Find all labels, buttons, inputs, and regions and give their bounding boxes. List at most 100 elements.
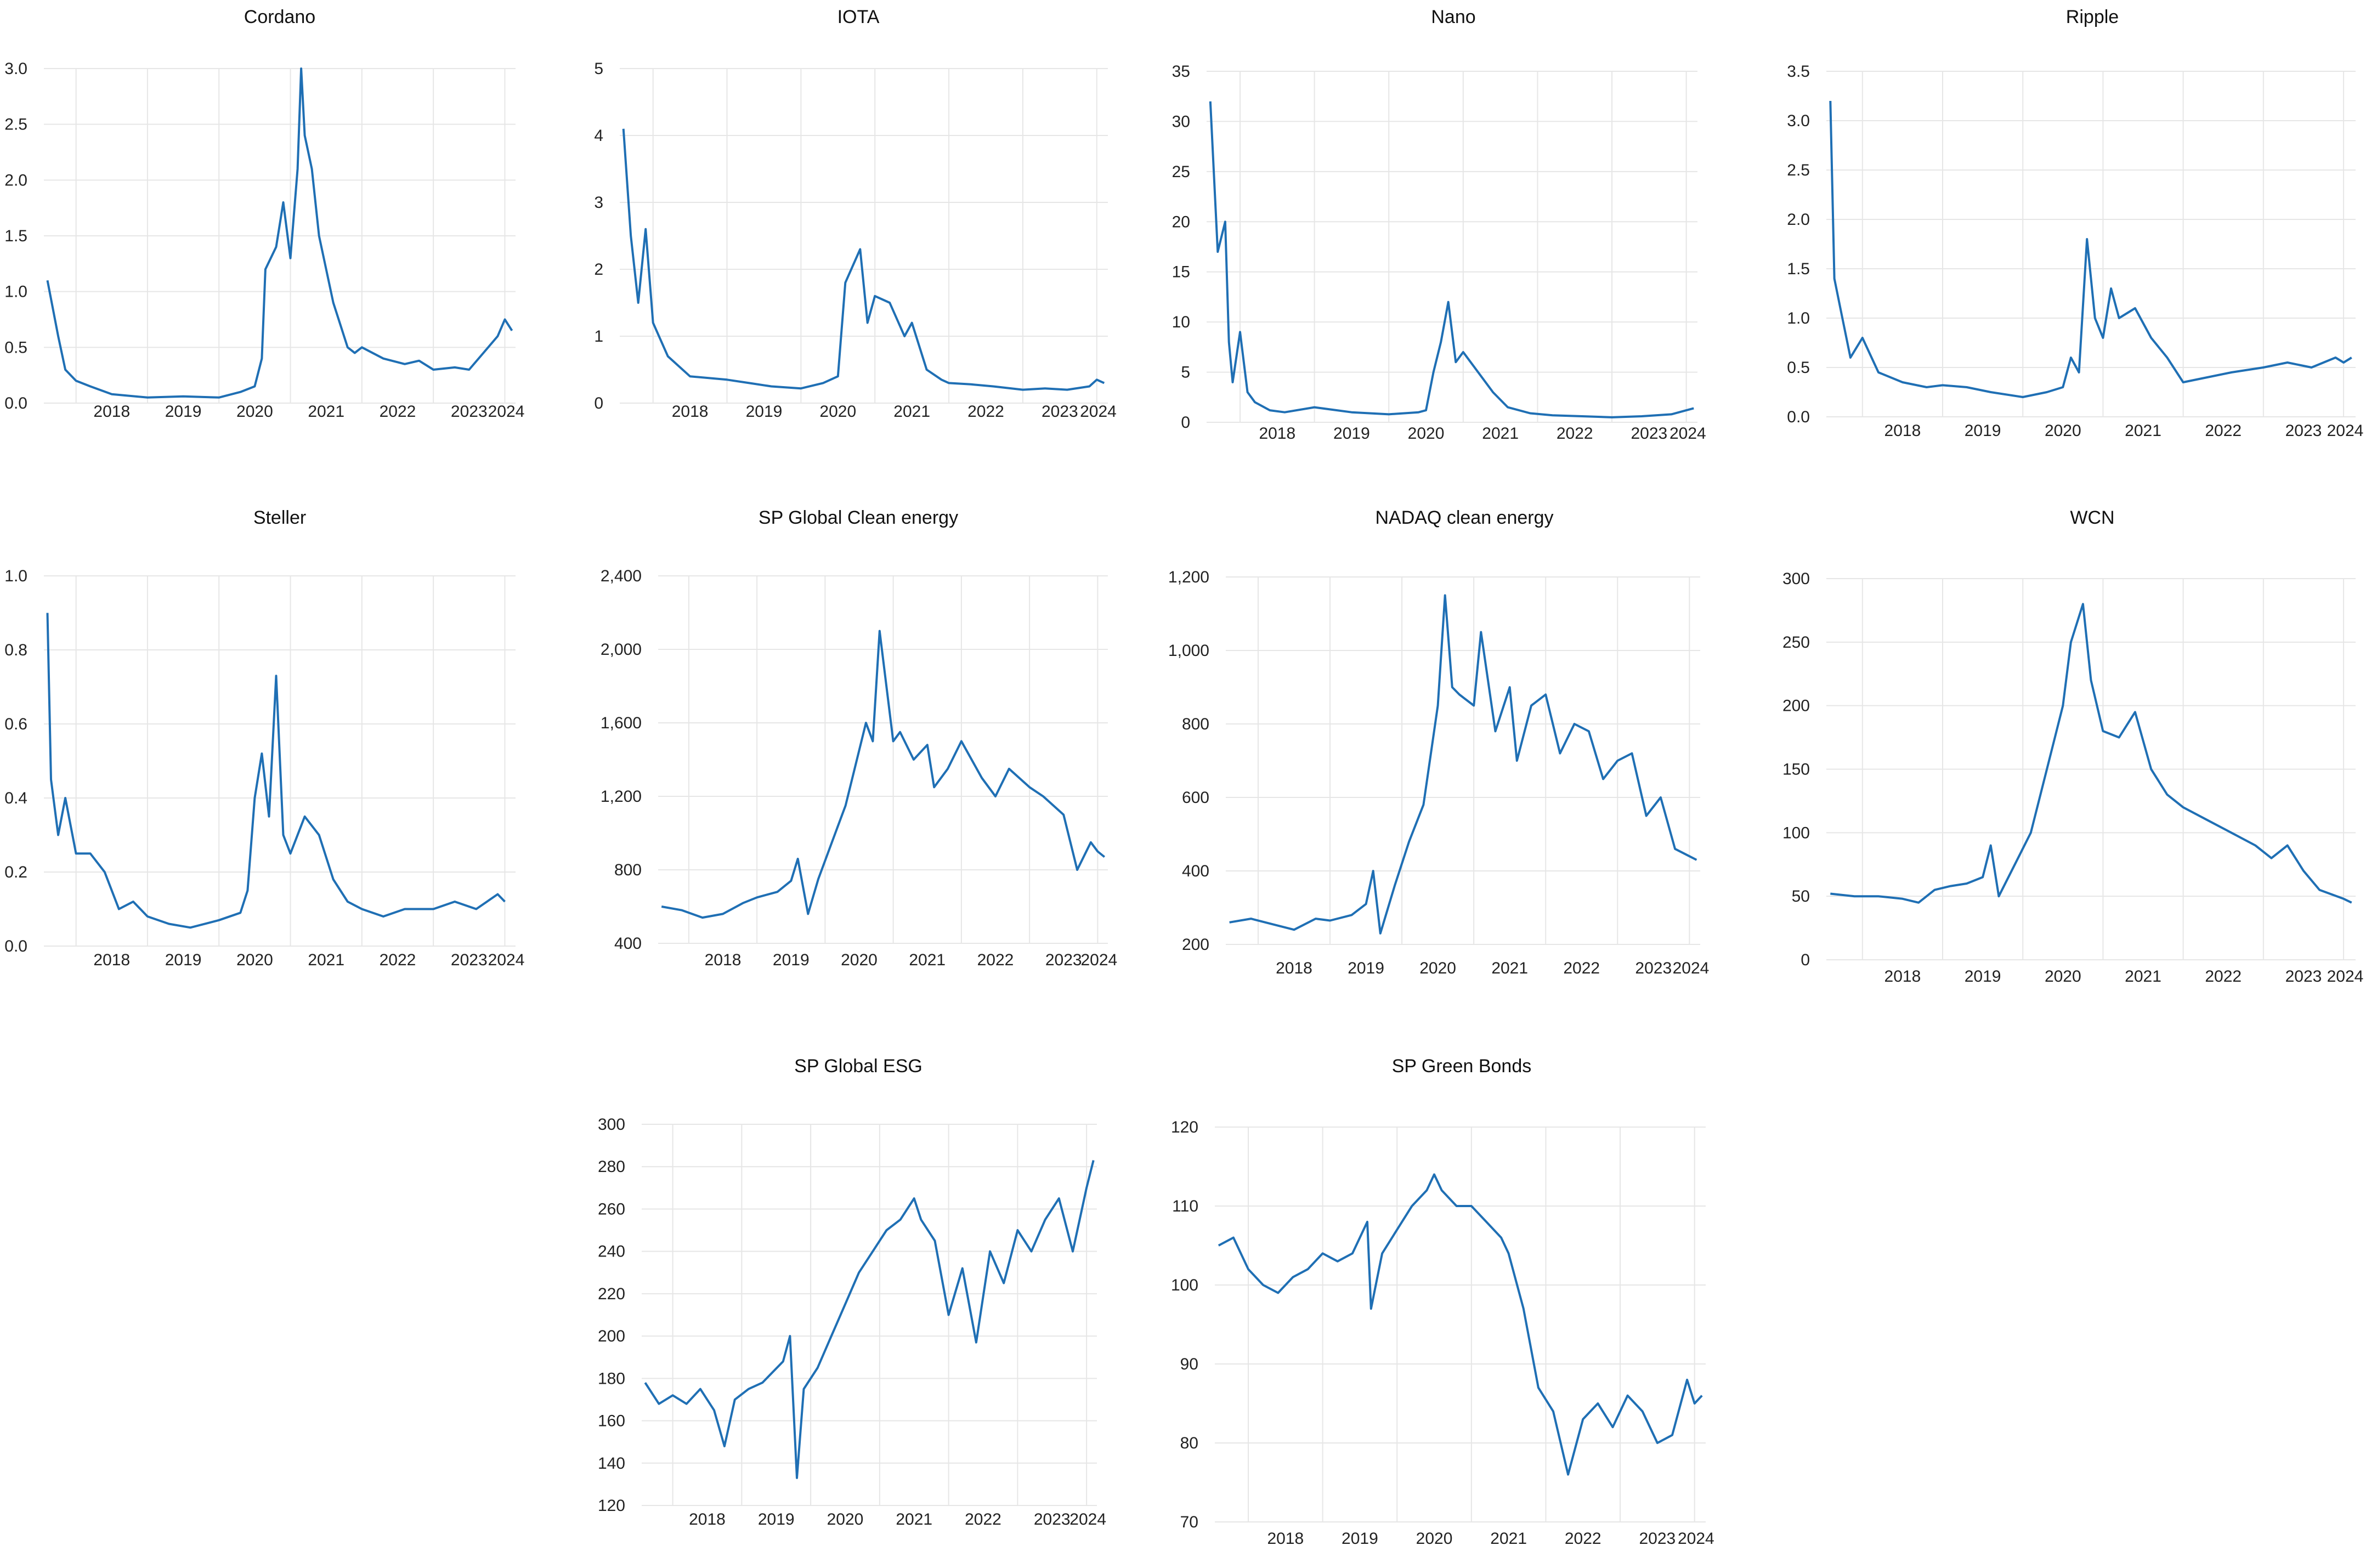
y-tick-label: 180 xyxy=(598,1369,625,1388)
chart-panel: SP Global Clean energy 400 800 1,200 1,600 2,… xyxy=(601,507,1117,969)
x-tick-label: 2018 xyxy=(93,403,130,421)
y-tick-label: 250 xyxy=(1782,633,1810,652)
y-tick-label: 2.0 xyxy=(1787,211,1810,229)
y-tick-label: 25 xyxy=(1172,163,1190,181)
y-tick-label: 300 xyxy=(1782,570,1810,588)
y-tick-label: 35 xyxy=(1172,63,1190,81)
y-tick-label: 10 xyxy=(1172,313,1190,331)
y-tick-label: 110 xyxy=(1172,1197,1198,1215)
series-line xyxy=(46,613,506,929)
chart-title: SP Global ESG xyxy=(794,1056,922,1077)
chart-title: Nano xyxy=(1431,7,1475,27)
y-tick-label: 100 xyxy=(1782,824,1810,842)
x-tick-label: 2022 xyxy=(380,403,416,421)
y-tick-label: 300 xyxy=(598,1116,625,1134)
x-tick-label: 2022 xyxy=(1563,959,1600,977)
chart-title: SP Global Clean energy xyxy=(759,507,958,528)
x-tick-label: 2024 xyxy=(488,951,525,969)
y-tick-label: 1,000 xyxy=(1168,642,1209,660)
x-tick-label: 2018 xyxy=(689,1510,726,1529)
x-tick-label: 2024 xyxy=(488,403,525,421)
y-tick-label: 3.0 xyxy=(4,60,27,78)
y-tick-label: 100 xyxy=(1171,1276,1198,1294)
y-tick-label: 5 xyxy=(1181,364,1190,382)
y-tick-label: 600 xyxy=(1182,789,1209,807)
x-tick-label: 2023 xyxy=(451,403,488,421)
x-tick-label: 2020 xyxy=(236,951,273,969)
x-tick-label: 2021 xyxy=(909,951,946,969)
chart-panel: NADAQ clean energy 200 400 600 800 1,000 1,200… xyxy=(1168,507,1709,977)
y-tick-label: 0.8 xyxy=(4,641,27,659)
y-tick-label: 200 xyxy=(1182,936,1209,954)
y-tick-label: 2 xyxy=(594,261,603,279)
y-tick-label: 400 xyxy=(1182,862,1209,880)
y-tick-label: 200 xyxy=(1782,697,1810,715)
y-tick-label: 1,200 xyxy=(601,788,642,806)
y-tick-label: 0.0 xyxy=(1787,408,1810,426)
x-tick-label: 2020 xyxy=(236,403,273,421)
y-tick-label: 140 xyxy=(598,1454,625,1473)
y-tick-label: 2,400 xyxy=(601,567,642,585)
chart-title: SP Green Bonds xyxy=(1392,1056,1532,1077)
y-tick-label: 120 xyxy=(1171,1118,1198,1136)
y-tick-label: 0.0 xyxy=(4,394,27,412)
x-tick-label: 2023 xyxy=(2285,422,2322,440)
chart-title: IOTA xyxy=(837,7,880,27)
y-tick-label: 0 xyxy=(1801,951,1810,969)
x-tick-label: 2024 xyxy=(1080,951,1117,969)
y-tick-label: 120 xyxy=(598,1497,625,1515)
x-tick-label: 2019 xyxy=(746,403,783,421)
y-tick-label: 0 xyxy=(594,394,603,412)
x-tick-label: 2022 xyxy=(965,1510,1001,1529)
chart-panel: Steller 0.0 0.2 0.4 0.6 0.8 1.0 2018 2019 2020 202… xyxy=(4,507,524,969)
chart-panel: Nano 0 5 10 15 20 25 30 35 2018 2019 2020 2021 2022 20… xyxy=(1172,7,1706,443)
x-tick-label: 2019 xyxy=(1348,959,1384,977)
x-tick-label: 2019 xyxy=(165,403,202,421)
y-tick-label: 0.2 xyxy=(4,863,27,881)
x-tick-label: 2023 xyxy=(451,951,488,969)
x-tick-label: 2018 xyxy=(672,403,709,421)
x-tick-label: 2020 xyxy=(819,403,856,421)
y-tick-label: 1 xyxy=(594,327,603,346)
x-tick-label: 2020 xyxy=(827,1510,864,1529)
y-tick-label: 2,000 xyxy=(601,641,642,659)
y-tick-label: 150 xyxy=(1782,761,1810,779)
x-tick-label: 2018 xyxy=(1884,422,1921,440)
series-line xyxy=(46,67,513,399)
x-tick-label: 2019 xyxy=(773,951,810,969)
x-tick-label: 2022 xyxy=(1565,1530,1601,1548)
x-tick-label: 2020 xyxy=(1408,424,1445,443)
x-tick-label: 2023 xyxy=(1635,959,1672,977)
y-tick-label: 70 xyxy=(1180,1513,1198,1531)
y-tick-label: 0.5 xyxy=(1787,359,1810,377)
y-tick-label: 5 xyxy=(594,60,603,78)
chart-title: NADAQ clean energy xyxy=(1375,507,1553,528)
y-tick-label: 400 xyxy=(614,935,642,953)
chart-panel: SP Green Bonds 70 80 90 100 110 120 2018 2019 202… xyxy=(1171,1056,1714,1548)
x-tick-label: 2018 xyxy=(705,951,742,969)
x-tick-label: 2021 xyxy=(2125,967,2161,986)
chart-title: WCN xyxy=(2070,507,2114,528)
x-tick-label: 2020 xyxy=(2045,967,2081,986)
x-tick-label: 2022 xyxy=(2205,422,2242,440)
chart-title: Ripple xyxy=(2066,7,2119,27)
y-tick-label: 90 xyxy=(1180,1355,1198,1373)
x-tick-label: 2020 xyxy=(2045,422,2081,440)
chart-title: Cordano xyxy=(244,7,315,27)
x-tick-label: 2021 xyxy=(896,1510,932,1529)
x-tick-label: 2018 xyxy=(1884,967,1921,986)
x-tick-label: 2024 xyxy=(1678,1530,1714,1548)
x-tick-label: 2018 xyxy=(1259,424,1295,443)
y-tick-label: 3.5 xyxy=(1787,63,1810,81)
x-tick-label: 2022 xyxy=(977,951,1014,969)
y-tick-label: 220 xyxy=(598,1285,625,1303)
x-tick-label: 2020 xyxy=(1416,1530,1453,1548)
series-line xyxy=(661,630,1106,919)
y-tick-label: 240 xyxy=(598,1243,625,1261)
y-tick-label: 800 xyxy=(1182,715,1209,733)
x-tick-label: 2022 xyxy=(967,403,1004,421)
y-tick-label: 0 xyxy=(1181,414,1190,432)
y-tick-label: 50 xyxy=(1792,887,1810,905)
x-tick-label: 2019 xyxy=(1965,422,2001,440)
